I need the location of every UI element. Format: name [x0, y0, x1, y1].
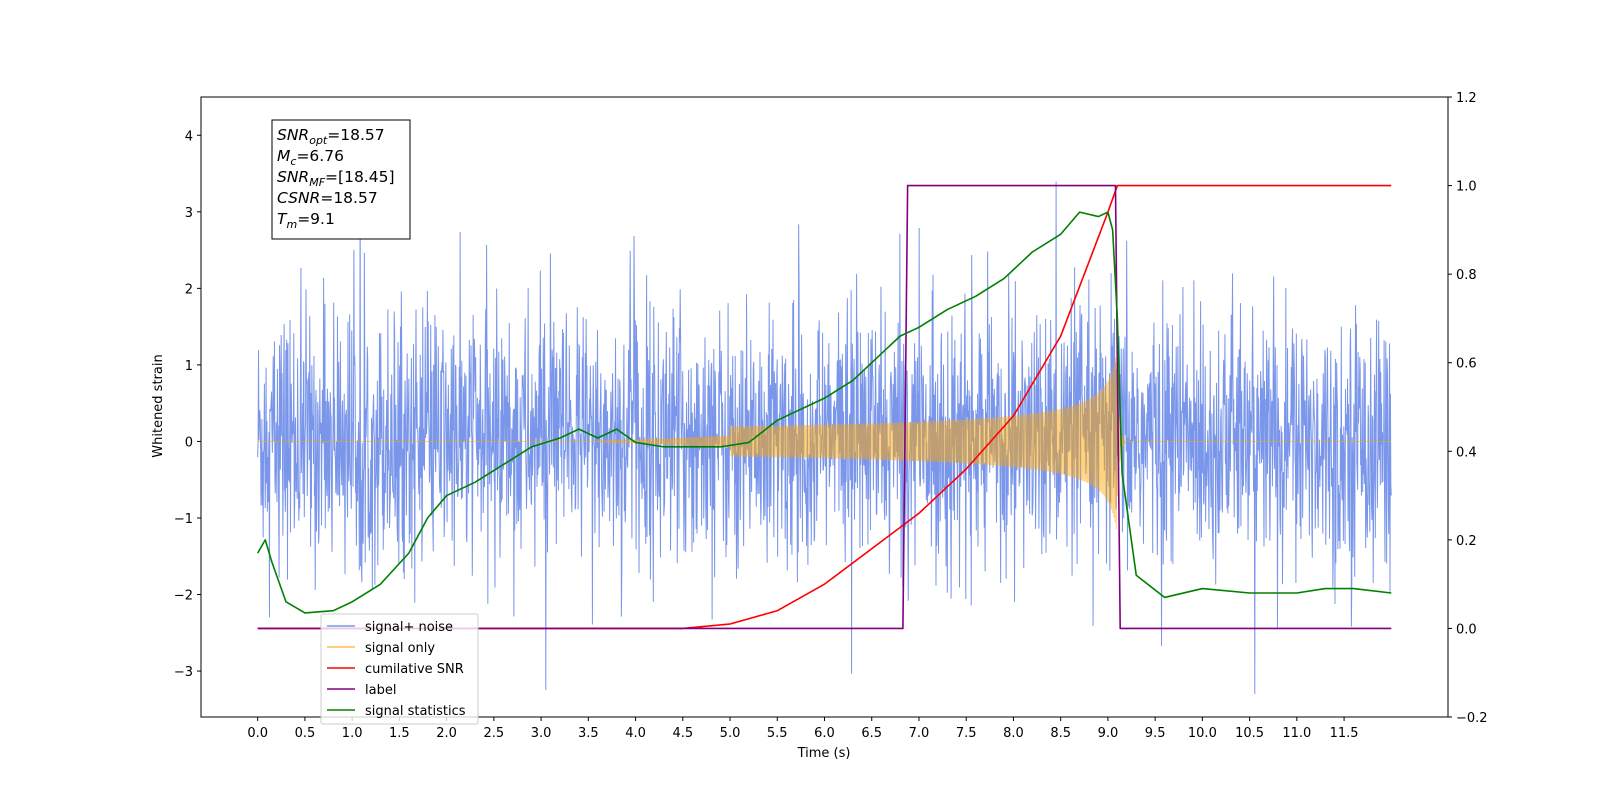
series-label [257, 184, 1392, 630]
legend-label: signal statistics [365, 704, 466, 719]
x-tick-label: 10.0 [1188, 726, 1217, 741]
y-tick-label-right: 0.0 [1456, 622, 1477, 637]
x-tick-label: 3.5 [578, 726, 599, 741]
x-axis: 0.0 0.5 1.0 1.5 2.0 2.5 3.0 3.5 4.0 4.5 5.0 5.5 6.0 6… [247, 717, 1359, 741]
y-tick-label-left: 2 [185, 282, 193, 297]
x-tick-label: 0.0 [247, 726, 268, 741]
x-tick-label: 11.5 [1330, 726, 1359, 741]
x-tick-label: 5.5 [767, 726, 788, 741]
x-tick-label: 7.0 [909, 726, 930, 741]
info-line: Mc=6.76 [277, 147, 344, 168]
y-tick-label-left: −2 [174, 589, 193, 604]
y-axis-right: −0.2 0.0 0.2 0.4 0.6 0.8 1.0 1.2 [1448, 91, 1488, 726]
y-tick-label-right: 0.6 [1456, 357, 1477, 372]
y-tick-label-right: 0.2 [1456, 534, 1477, 549]
legend-label: signal only [365, 641, 435, 656]
y-axis-left: −3 −2 −1 0 1 2 3 4 [174, 129, 201, 680]
info-line: SNRMF=[18.45] [277, 168, 395, 189]
y-tick-label-right: 1.2 [1456, 91, 1477, 106]
x-tick-label: 3.0 [531, 726, 552, 741]
y-tick-label-right: 0.8 [1456, 268, 1477, 283]
x-tick-label: 2.0 [436, 726, 457, 741]
x-tick-label: 5.0 [720, 726, 741, 741]
legend-label: label [365, 683, 396, 698]
x-tick-label: 1.0 [342, 726, 363, 741]
y-tick-label-right: 1.0 [1456, 180, 1477, 195]
x-tick-label: 8.0 [1003, 726, 1024, 741]
series-signal-noise [257, 166, 1392, 695]
x-tick-label: 4.0 [625, 726, 646, 741]
legend: signal+ noise signal only cumilative SNR la… [320, 613, 479, 725]
x-tick-label: 7.5 [956, 726, 977, 741]
x-tick-label: 1.5 [389, 726, 410, 741]
x-tick-label: 6.5 [861, 726, 882, 741]
x-tick-label: 8.5 [1050, 726, 1071, 741]
info-line: Tm=9.1 [277, 210, 335, 231]
x-tick-label: 10.5 [1235, 726, 1264, 741]
x-tick-label: 6.0 [814, 726, 835, 741]
info-line: CSNR=18.57 [277, 189, 378, 207]
y-axis-label: Whitened strain [151, 354, 166, 457]
x-tick-label: 0.5 [295, 726, 316, 741]
y-tick-label-left: 1 [185, 359, 193, 374]
y-tick-label-left: 3 [185, 206, 193, 221]
x-tick-label: 9.0 [1098, 726, 1119, 741]
info-box: SNRopt=18.57Mc=6.76SNRMF=[18.45]CSNR=18.… [271, 119, 411, 240]
info-box-frame [271, 119, 411, 240]
y-tick-label-left: −1 [174, 512, 193, 527]
legend-label: signal+ noise [365, 620, 453, 635]
series-signal-statistics [256, 211, 1392, 614]
legend-frame [320, 613, 479, 725]
series-signal-only [257, 349, 1392, 530]
y-tick-label-right: −0.2 [1456, 711, 1488, 726]
y-tick-label-left: −3 [174, 665, 193, 680]
y-tick-label-right: 0.4 [1456, 445, 1477, 460]
x-axis-label: Time (s) [797, 746, 851, 761]
y-tick-label-left: 4 [185, 129, 193, 144]
legend-label: cumilative SNR [365, 662, 464, 677]
y-tick-label-left: 0 [185, 435, 193, 450]
x-tick-label: 4.5 [672, 726, 693, 741]
x-tick-label: 2.5 [484, 726, 505, 741]
x-tick-label: 11.0 [1282, 726, 1311, 741]
x-tick-label: 9.5 [1145, 726, 1166, 741]
info-line: SNRopt=18.57 [277, 126, 385, 147]
